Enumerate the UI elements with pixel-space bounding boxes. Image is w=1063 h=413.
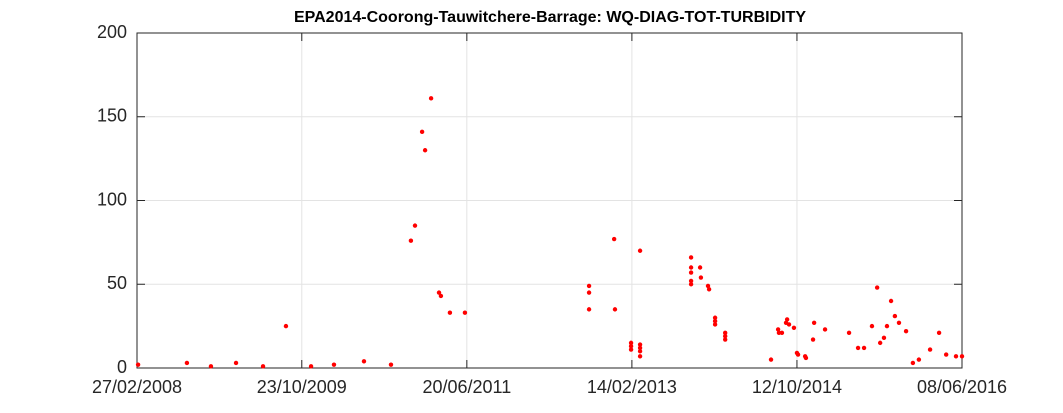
data-point	[233, 360, 239, 366]
data-point	[705, 283, 711, 289]
x-tick-label: 12/10/2014	[752, 377, 842, 397]
data-point	[869, 323, 875, 329]
data-point	[688, 282, 694, 287]
data-point	[135, 362, 141, 367]
data-point	[637, 342, 643, 347]
data-point	[688, 265, 694, 270]
data-point	[775, 327, 781, 332]
data-point	[936, 330, 942, 336]
y-tick-label: 200	[97, 22, 127, 42]
data-point	[810, 337, 816, 342]
data-point	[896, 320, 902, 325]
data-point	[712, 318, 718, 324]
data-point	[637, 349, 643, 354]
x-tick-label: 14/02/2013	[587, 377, 677, 397]
data-point	[308, 364, 314, 369]
data-point	[408, 238, 414, 243]
y-tick-label: 150	[97, 106, 127, 126]
data-point	[688, 270, 694, 275]
data-point	[612, 307, 618, 312]
data-point	[861, 345, 867, 351]
y-tick-label: 100	[97, 189, 127, 209]
data-point	[881, 335, 887, 341]
data-point	[419, 129, 425, 135]
data-point	[786, 322, 792, 327]
data-point	[611, 236, 617, 242]
data-point	[637, 354, 643, 359]
data-point	[803, 355, 809, 361]
data-point	[846, 330, 852, 336]
data-point	[586, 307, 592, 312]
data-point	[208, 364, 214, 369]
x-tick-label: 20/06/2011	[422, 377, 511, 397]
data-point	[712, 315, 718, 320]
data-point	[283, 323, 289, 329]
data-point	[910, 360, 916, 366]
data-point	[688, 278, 694, 284]
data-point	[779, 330, 785, 336]
data-point	[462, 310, 468, 315]
data-point	[811, 320, 817, 325]
data-point	[628, 340, 634, 346]
data-point	[438, 293, 444, 299]
data-point	[447, 310, 453, 315]
data-point	[628, 347, 634, 352]
data-point	[784, 317, 790, 322]
data-point	[943, 352, 949, 357]
y-tick-label: 50	[107, 273, 127, 293]
plot-frame	[136, 32, 963, 369]
data-point	[877, 340, 883, 346]
data-point	[959, 354, 965, 359]
chart-title: EPA2014-Coorong-Tauwitchere-Barrage: WQ-…	[294, 9, 806, 26]
data-point	[822, 327, 828, 332]
data-point	[637, 345, 643, 351]
data-point	[428, 96, 434, 101]
data-point	[712, 322, 718, 327]
data-point	[586, 290, 592, 295]
data-point	[586, 283, 592, 289]
data-point	[874, 285, 880, 290]
data-point	[698, 275, 704, 280]
data-point	[184, 360, 190, 366]
data-point	[884, 323, 890, 329]
data-point	[916, 357, 922, 362]
data-point	[412, 223, 418, 228]
data-point	[388, 362, 394, 367]
data-point	[927, 347, 933, 352]
data-point	[722, 337, 728, 342]
data-point	[795, 352, 801, 357]
data-point	[903, 328, 909, 334]
data-point	[688, 255, 694, 260]
data-point	[791, 325, 797, 330]
data-point	[697, 265, 703, 270]
data-point	[953, 354, 959, 359]
data-point	[888, 298, 894, 304]
data-point	[722, 330, 728, 336]
x-tick-label: 27/02/2008	[92, 377, 182, 397]
y-tick-label: 0	[117, 357, 127, 377]
x-tick-label: 08/06/2016	[917, 377, 1007, 397]
data-point	[331, 362, 337, 367]
data-point	[637, 248, 643, 253]
data-point	[722, 333, 728, 339]
data-point	[260, 364, 266, 369]
data-point	[361, 359, 367, 364]
data-point	[422, 148, 428, 153]
data-point	[768, 357, 774, 362]
x-tick-label: 23/10/2009	[257, 377, 347, 397]
data-point	[436, 290, 442, 295]
data-point	[706, 287, 712, 292]
data-point	[628, 344, 634, 349]
data-point	[855, 345, 861, 351]
data-point	[892, 313, 898, 319]
